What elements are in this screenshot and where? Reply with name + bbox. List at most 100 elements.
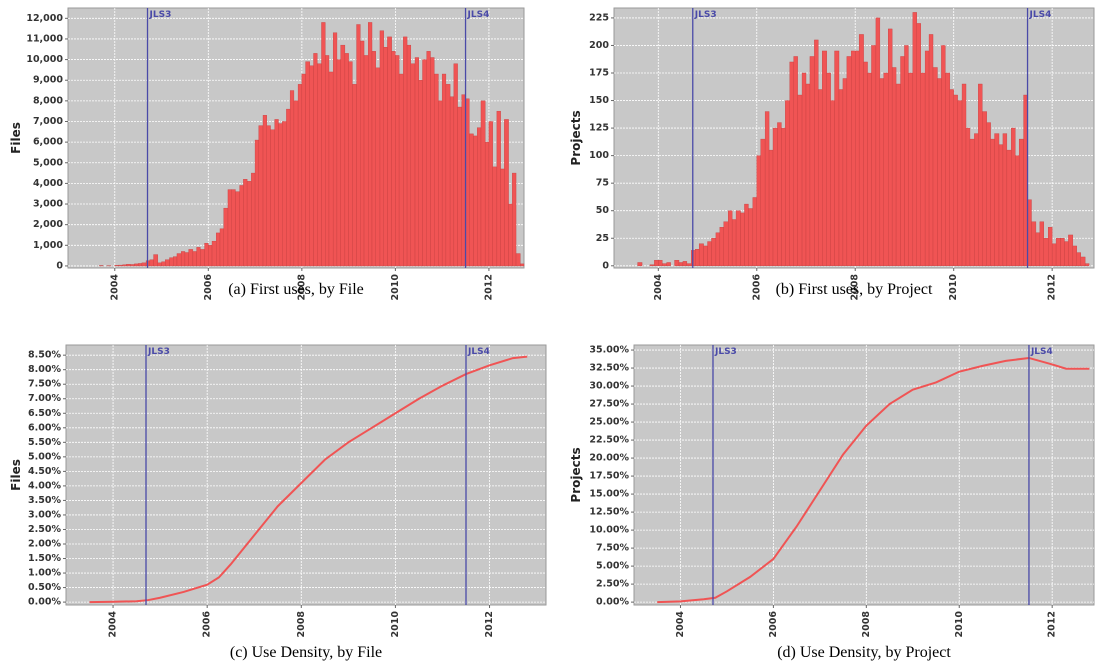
bar xyxy=(805,83,811,266)
y-tick-label: 9,000 xyxy=(33,75,63,86)
bar xyxy=(375,67,381,267)
bar xyxy=(826,72,831,266)
bar xyxy=(515,253,521,267)
bar xyxy=(941,45,946,266)
x-tick-label: 2008 xyxy=(850,274,861,301)
bar xyxy=(317,63,322,267)
line xyxy=(657,356,1090,604)
bar xyxy=(134,263,139,267)
bar xyxy=(1018,138,1024,266)
y-tick-label: 2.00% xyxy=(28,538,61,549)
bar xyxy=(216,232,221,267)
bar xyxy=(251,172,256,267)
bar xyxy=(735,210,741,266)
bar xyxy=(994,133,1000,266)
y-tick-label: 2.50% xyxy=(28,524,61,535)
bar xyxy=(368,22,373,267)
y-tick-label: 7,000 xyxy=(33,116,63,127)
bar xyxy=(744,203,749,266)
annotation-label: JLS4 xyxy=(467,347,490,357)
bar xyxy=(719,227,724,266)
bar xyxy=(982,111,987,266)
bar xyxy=(969,138,975,266)
bar xyxy=(325,55,330,267)
x-tick-label: 2004 xyxy=(108,611,119,638)
bar xyxy=(658,260,663,266)
y-tick-label: 3.00% xyxy=(28,509,61,520)
bar xyxy=(286,108,291,267)
bar xyxy=(157,262,162,267)
y-tick-label: 200 xyxy=(589,40,609,51)
bar xyxy=(748,208,754,266)
plot-background xyxy=(633,344,1095,606)
x-tick-label: 2008 xyxy=(296,274,307,301)
bar xyxy=(998,144,1004,266)
bar xyxy=(965,127,971,266)
bar xyxy=(398,73,404,267)
bar xyxy=(883,72,889,266)
bar xyxy=(453,63,458,267)
x-tick-label: 2010 xyxy=(390,274,401,301)
caption: (b) First uses, by Project xyxy=(776,281,933,298)
bar xyxy=(752,197,757,266)
bar xyxy=(301,73,306,267)
y-tick-label: 1.50% xyxy=(28,553,61,564)
bar xyxy=(649,264,655,266)
y-tick-label: 0 xyxy=(602,260,609,271)
bar xyxy=(904,45,909,266)
x-tick-label: 2012 xyxy=(483,274,494,300)
annotation-label: JLS4 xyxy=(1029,10,1052,20)
bar xyxy=(974,133,979,266)
annotation-label: JLS4 xyxy=(1030,347,1053,357)
bar xyxy=(418,80,423,267)
x-tick-label: 2012 xyxy=(1047,611,1058,637)
bar xyxy=(908,72,914,266)
bar xyxy=(945,72,950,266)
y-tick-label: 4.00% xyxy=(28,480,61,491)
bar xyxy=(360,40,365,267)
bar xyxy=(235,191,240,267)
bar xyxy=(920,72,926,266)
bar xyxy=(760,138,766,266)
bar xyxy=(204,243,209,267)
bar xyxy=(875,17,881,266)
bar xyxy=(356,24,361,267)
bar xyxy=(477,127,482,267)
bar xyxy=(410,63,416,267)
bar xyxy=(797,94,803,266)
bar xyxy=(219,228,224,267)
bar xyxy=(414,57,419,267)
bar xyxy=(352,84,357,267)
bar xyxy=(1084,263,1090,266)
bar xyxy=(781,127,786,266)
bar xyxy=(274,119,279,267)
bar xyxy=(149,259,154,267)
y-tick-label: 17.50% xyxy=(589,471,629,482)
bar xyxy=(254,139,260,267)
x-tick-label: 2012 xyxy=(484,611,495,637)
x-tick-label: 2012 xyxy=(1047,274,1058,300)
bar xyxy=(114,265,119,267)
bar xyxy=(449,96,455,267)
y-tick-label: 6,000 xyxy=(33,137,63,148)
bar xyxy=(211,240,217,267)
bar xyxy=(278,123,283,267)
x-tick-label: 2006 xyxy=(768,611,779,638)
annotation-label: JLS3 xyxy=(694,10,717,20)
bar xyxy=(855,50,860,266)
y-tick-label: 27.50% xyxy=(589,399,629,410)
y-tick-label: 175 xyxy=(589,68,609,79)
bar xyxy=(703,245,708,266)
y-axis-label: Projects xyxy=(569,110,583,165)
bar xyxy=(328,71,334,267)
bar xyxy=(793,56,798,266)
annotation-label: JLS3 xyxy=(149,10,172,20)
bar xyxy=(863,61,868,266)
bar xyxy=(1055,238,1061,266)
y-tick-label: 8,000 xyxy=(33,95,63,106)
bar xyxy=(822,50,827,266)
y-tick-label: 35.00% xyxy=(589,345,629,356)
bar xyxy=(387,36,392,267)
bar xyxy=(445,84,451,267)
bar xyxy=(957,100,963,266)
